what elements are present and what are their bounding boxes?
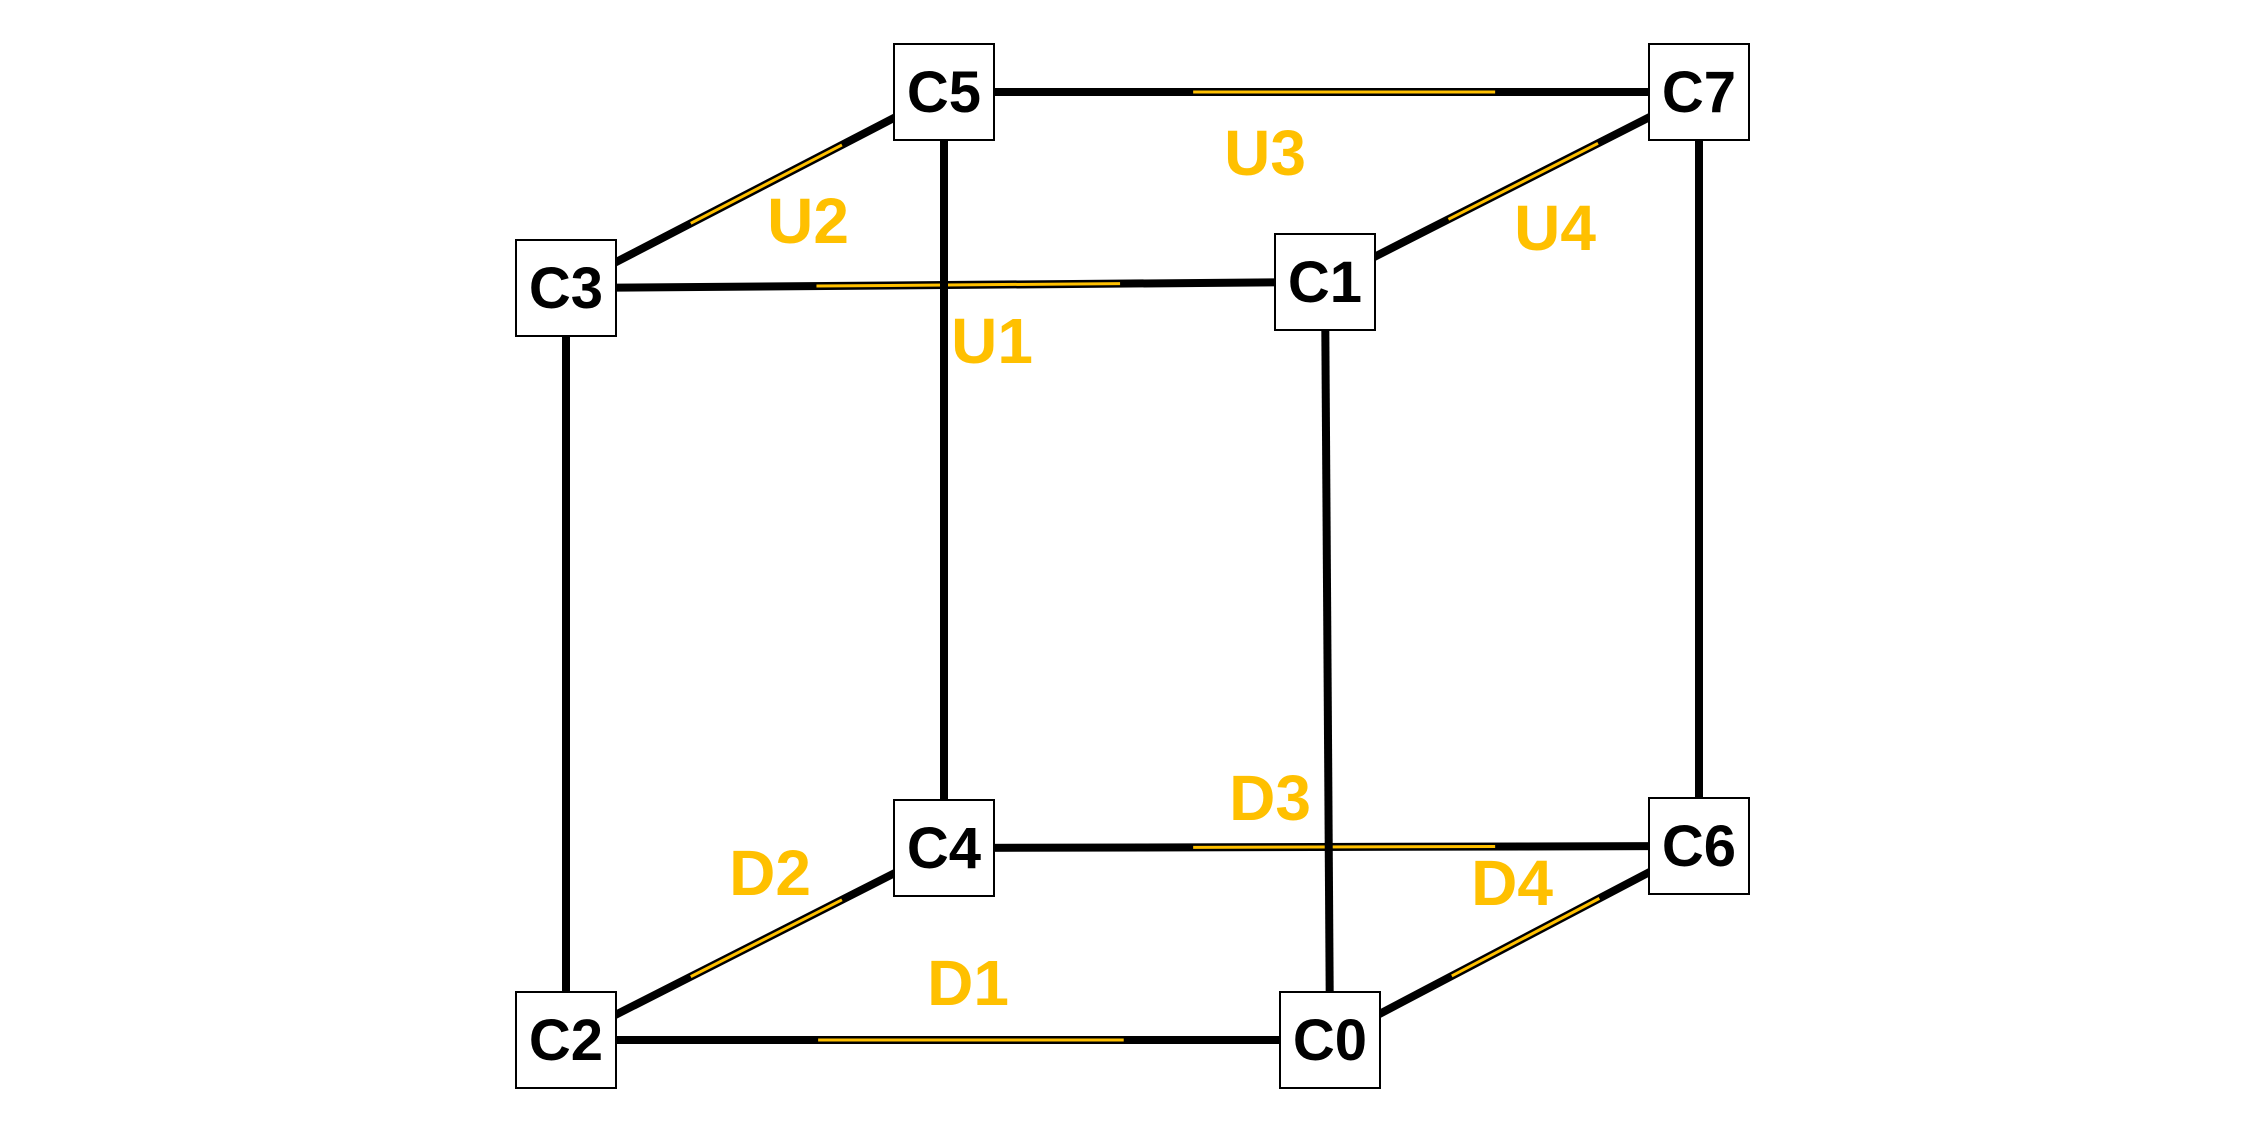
node-label: C0: [1293, 1008, 1367, 1073]
edge-label-u3: U3: [1224, 117, 1306, 189]
edge-c0-c1: [1321, 281, 1334, 1041]
node-label: C4: [907, 816, 981, 881]
edge-highlight-c1-c7: [1447, 141, 1599, 221]
node-c5: C5: [893, 43, 995, 141]
edge-label-d3: D3: [1229, 762, 1311, 834]
edge-label-u2: U2: [767, 185, 849, 257]
edge-label-u4: U4: [1514, 192, 1596, 264]
node-label: C2: [529, 1008, 603, 1073]
node-label: C6: [1662, 814, 1736, 879]
edge-highlight-c4-c6: [1193, 845, 1496, 849]
edge-highlight-c3-c1: [816, 282, 1121, 288]
node-c7: C7: [1648, 43, 1750, 141]
node-label: C3: [529, 256, 603, 321]
node-label: C1: [1288, 250, 1362, 315]
node-box: [893, 799, 995, 897]
node-box: [1648, 797, 1750, 895]
node-box: [515, 991, 617, 1089]
edge-highlight-c2-c4: [690, 898, 843, 978]
node-label: C5: [907, 60, 981, 125]
node-box: [515, 239, 617, 337]
node-c0: C0: [1279, 991, 1381, 1089]
node-c6: C6: [1648, 797, 1750, 895]
edge-highlight-c3-c5: [690, 143, 843, 225]
edge-label-d1: D1: [927, 947, 1009, 1019]
edge-highlight-c0-c6: [1451, 897, 1601, 978]
node-label: C7: [1662, 60, 1736, 125]
node-c1: C1: [1274, 233, 1376, 331]
node-c4: C4: [893, 799, 995, 897]
node-box: [1274, 233, 1376, 331]
node-box: [1279, 991, 1381, 1089]
edge-label-d4: D4: [1471, 847, 1553, 919]
node-c2: C2: [515, 991, 617, 1089]
nodes-layer: C0 C1 C2 C3 C4 C5 C6 C7: [515, 43, 1750, 1089]
edge-labels-layer: D1 D2 D3 D4 U1 U2 U3 U4: [729, 117, 1596, 1019]
edge-label-u1: U1: [951, 305, 1033, 377]
node-c3: C3: [515, 239, 617, 337]
node-box: [893, 43, 995, 141]
edges-layer: [562, 88, 1703, 1044]
node-box: [1648, 43, 1750, 141]
edge-label-d2: D2: [729, 837, 811, 909]
